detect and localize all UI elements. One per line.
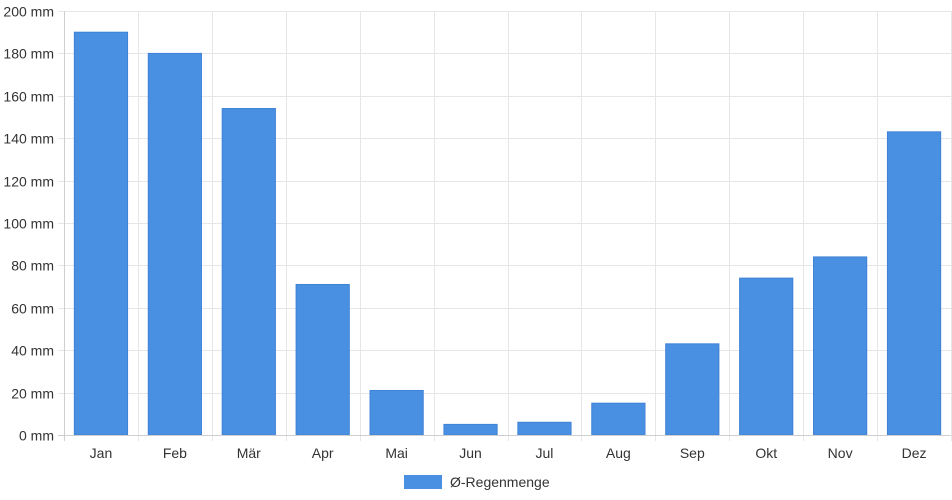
legend[interactable]: Ø-Regenmenge <box>404 474 550 490</box>
bar-okt[interactable] <box>739 277 794 436</box>
x-tick-label: Jul <box>536 445 554 461</box>
legend-label: Ø-Regenmenge <box>450 474 550 490</box>
x-tick-label: Jun <box>459 445 482 461</box>
bar-feb[interactable] <box>147 52 202 436</box>
bar-series <box>73 31 942 436</box>
x-tick-label: Aug <box>606 445 631 461</box>
x-tick-label: Nov <box>828 445 853 461</box>
y-axis-tick-labels: 0 mm 20 mm 40 mm 60 mm 80 mm 100 mm 120 mm 140 … <box>3 4 54 444</box>
bar-jul[interactable] <box>517 421 572 436</box>
x-tick-label: Mär <box>237 445 261 461</box>
bar-dez[interactable] <box>886 131 942 436</box>
y-tick-label: 80 mm <box>11 258 54 274</box>
x-axis-tick-labels: Jan Feb Mär Apr Mai Jun Jul Aug Sep Okt Nov Dez <box>90 445 927 461</box>
bar-sep[interactable] <box>665 343 720 436</box>
x-tick-label: Jan <box>90 445 113 461</box>
bar-jun[interactable] <box>443 423 498 436</box>
x-tick-label: Dez <box>902 445 927 461</box>
y-tick-label: 120 mm <box>3 174 54 190</box>
x-tick-label: Okt <box>755 445 777 461</box>
bar-mär[interactable] <box>221 108 276 436</box>
x-tick-label: Sep <box>680 445 705 461</box>
y-tick-label: 0 mm <box>19 428 54 444</box>
x-tick-label: Feb <box>163 445 187 461</box>
y-tick-label: 100 mm <box>3 216 54 232</box>
x-tick-label: Mai <box>385 445 408 461</box>
y-tick-label: 180 mm <box>3 46 54 62</box>
bar-aug[interactable] <box>591 402 646 436</box>
bar-nov[interactable] <box>813 256 868 436</box>
y-tick-label: 60 mm <box>11 301 54 317</box>
grid-lines <box>58 11 952 441</box>
x-tick-label: Apr <box>312 445 334 461</box>
legend-swatch <box>404 475 442 489</box>
y-tick-label: 160 mm <box>3 89 54 105</box>
bar-jan[interactable] <box>73 31 129 436</box>
y-tick-label: 140 mm <box>3 131 54 147</box>
y-tick-label: 40 mm <box>11 343 54 359</box>
bar-mai[interactable] <box>369 389 424 436</box>
bar-apr[interactable] <box>295 283 350 436</box>
y-tick-label: 20 mm <box>11 386 54 402</box>
y-tick-label: 200 mm <box>3 4 54 20</box>
